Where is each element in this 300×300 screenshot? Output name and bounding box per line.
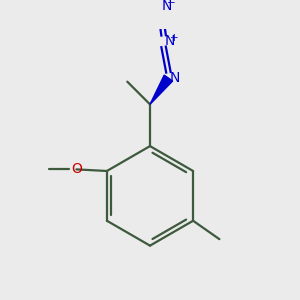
Text: O: O: [71, 162, 82, 176]
Text: +: +: [170, 33, 179, 43]
Text: N: N: [165, 34, 175, 48]
Text: N: N: [170, 71, 180, 85]
Text: −: −: [167, 0, 176, 8]
Text: N: N: [162, 0, 172, 13]
Polygon shape: [150, 75, 172, 104]
